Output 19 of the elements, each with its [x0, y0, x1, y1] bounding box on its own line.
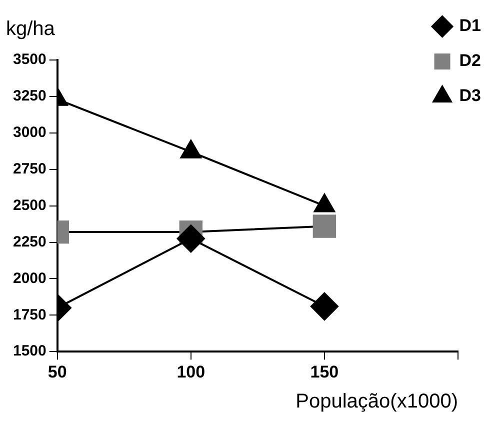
- y-tick-label: 2250: [12, 233, 46, 250]
- x-tick-label: 150: [310, 362, 339, 382]
- legend-label: D1: [459, 16, 482, 36]
- point: [310, 292, 338, 320]
- legend-label: D2: [459, 51, 482, 70]
- y-tick-label: 1500: [12, 342, 46, 360]
- y-tick-label: 1750: [12, 306, 46, 324]
- x-tick-label: 100: [176, 362, 206, 382]
- x-tick-label: 50: [48, 362, 67, 382]
- x-axis-title: População(x1000): [296, 390, 458, 413]
- y-tick-label: 2000: [12, 270, 46, 287]
- legend-label: D3: [459, 86, 482, 106]
- y-tick-label: 3500: [12, 51, 46, 68]
- point: [312, 214, 336, 238]
- y-tick-label: 2750: [12, 160, 46, 178]
- y-axis-title: kg/ha: [6, 18, 55, 41]
- y-tick-label: 3000: [12, 124, 46, 142]
- y-tick-label: 2500: [12, 196, 46, 214]
- y-tick-label: 3250: [12, 88, 46, 105]
